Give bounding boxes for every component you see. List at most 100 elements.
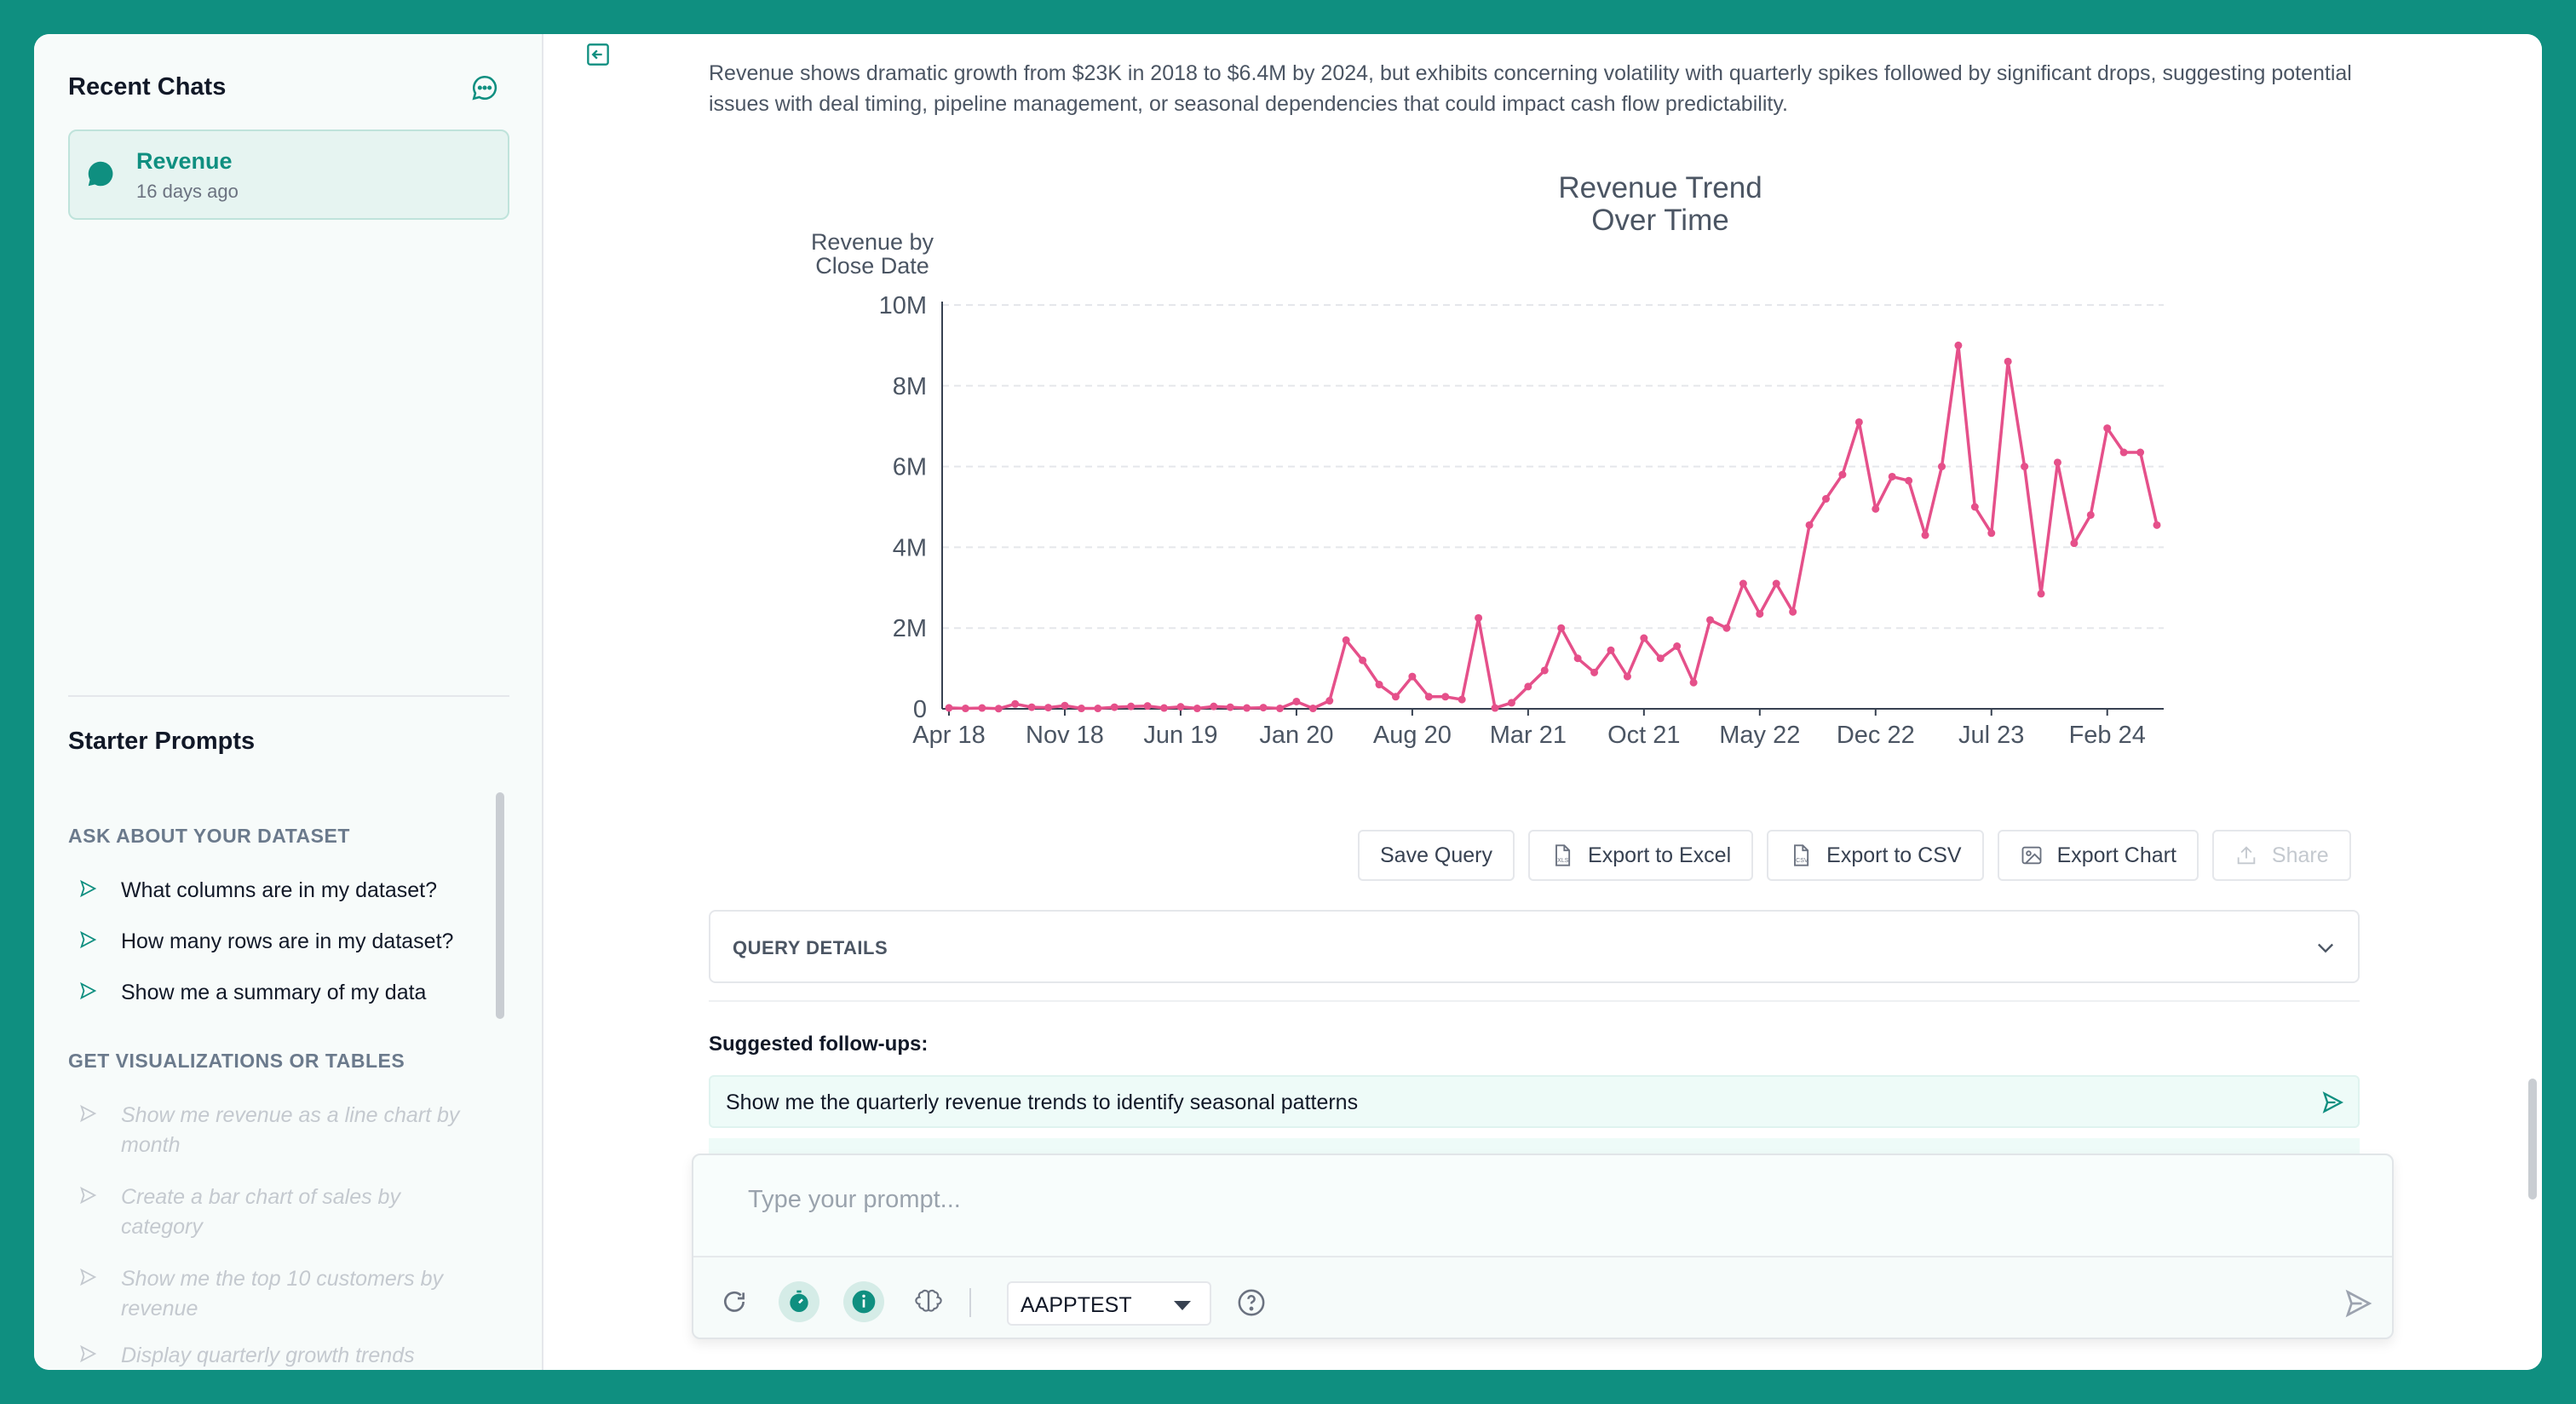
data-point — [1160, 704, 1169, 712]
data-point — [1872, 504, 1880, 513]
submit-send-icon[interactable] — [2343, 1288, 2373, 1319]
followups-title: Suggested follow-ups: — [709, 1033, 929, 1056]
new-chat-icon[interactable] — [470, 73, 499, 102]
analysis-summary: Revenue shows dramatic growth from $23K … — [709, 61, 2352, 116]
followup-label: Show me the quarterly revenue trends to … — [726, 1090, 1359, 1114]
export-chart-button[interactable]: Export Chart — [1997, 830, 2199, 881]
refresh-button[interactable] — [714, 1281, 755, 1322]
data-point — [1061, 701, 1069, 710]
chat-item-revenue[interactable]: Revenue 16 days ago — [68, 129, 509, 220]
info-button[interactable] — [843, 1281, 884, 1322]
starter-prompt-label: Display quarterly growth trends — [121, 1344, 415, 1367]
data-point — [1805, 521, 1814, 529]
data-point — [2053, 458, 2061, 467]
data-point — [1689, 678, 1698, 687]
y-tick-label: 8M — [893, 373, 927, 400]
chevron-down-icon — [2318, 943, 2333, 953]
data-point — [1573, 654, 1582, 663]
send-arrow-icon — [80, 1104, 97, 1123]
data-point — [961, 705, 969, 713]
data-point — [1954, 341, 1963, 349]
starter-prompts-title: Starter Prompts — [68, 728, 256, 755]
recent-chats-title: Recent Chats — [68, 73, 227, 101]
x-tick-label: May 22 — [1719, 722, 1800, 749]
timer-button[interactable] — [779, 1281, 819, 1322]
starter-prompt-item[interactable]: Show me revenue as a line chart by month — [78, 1101, 487, 1160]
starter-prompt-label: Show me revenue as a line chart by month — [121, 1103, 460, 1157]
data-point — [1176, 703, 1185, 711]
export-excel-button[interactable]: XLS Export to Excel — [1528, 830, 1754, 881]
data-point — [978, 704, 986, 712]
data-point — [1623, 672, 1631, 681]
data-point — [1491, 704, 1499, 712]
query-details-accordion[interactable]: QUERY DETAILS — [709, 910, 2360, 983]
data-point — [1359, 656, 1367, 665]
chat-time: 16 days ago — [136, 181, 239, 202]
data-point — [1739, 579, 1747, 588]
data-point — [2021, 463, 2029, 471]
y-axis-label: Close Date — [815, 253, 929, 279]
data-point — [1408, 672, 1417, 681]
help-icon[interactable] — [1237, 1288, 1266, 1317]
chat-name: Revenue — [136, 148, 233, 174]
data-point — [1193, 705, 1201, 713]
svg-text:CSV: CSV — [1796, 858, 1808, 864]
data-point — [1937, 463, 1946, 471]
data-point — [1011, 699, 1020, 708]
data-point — [2103, 424, 2112, 433]
data-point — [1722, 624, 1731, 632]
data-point — [1259, 704, 1268, 712]
send-arrow-icon — [80, 1344, 97, 1363]
data-point — [2136, 448, 2145, 457]
starter-prompt-item[interactable]: What columns are in my dataset? — [78, 876, 487, 906]
separator — [969, 1288, 971, 1317]
data-point — [1656, 654, 1665, 663]
main-scrollbar[interactable] — [2528, 1079, 2537, 1200]
data-point — [945, 704, 953, 712]
starter-prompt-item[interactable]: Show me a summary of my data — [78, 978, 487, 1008]
followup-item[interactable]: Show me the quarterly revenue trends to … — [709, 1075, 2360, 1128]
y-tick-label: 2M — [893, 615, 927, 642]
x-tick-label: Oct 21 — [1607, 722, 1680, 749]
sidebar-scrollbar[interactable] — [496, 792, 504, 1019]
starter-prompt-label: What columns are in my dataset? — [121, 878, 437, 902]
data-point — [1772, 579, 1780, 588]
data-point — [1557, 624, 1566, 632]
main-panel: Revenue shows dramatic growth from $23K … — [545, 34, 2542, 1370]
data-point — [1524, 682, 1532, 691]
starter-prompt-item[interactable]: How many rows are in my dataset? — [78, 927, 487, 957]
send-arrow-icon — [80, 930, 97, 949]
collapse-sidebar-icon[interactable] — [586, 43, 610, 66]
data-point — [1970, 503, 1979, 511]
starter-prompt-item[interactable]: Display quarterly growth trends — [78, 1341, 487, 1370]
share-label: Share — [2271, 843, 2329, 867]
sidebar: Recent Chats Revenue 16 days ago Starter… — [34, 34, 543, 1370]
starter-prompt-label: How many rows are in my dataset? — [121, 929, 454, 953]
prompt-input[interactable]: Type your prompt... — [693, 1155, 2392, 1257]
data-point — [1292, 697, 1301, 705]
csv-file-icon: CSV — [1794, 844, 1809, 866]
sidebar-divider — [68, 695, 509, 697]
data-point — [1094, 705, 1102, 713]
data-point — [1077, 705, 1085, 713]
brain-button[interactable] — [908, 1281, 949, 1322]
starter-prompt-item[interactable]: Create a bar chart of sales by category — [78, 1182, 487, 1242]
prompt-composer: Type your prompt... AAPPTEST — [692, 1154, 2394, 1339]
y-tick-label: 0 — [913, 696, 927, 723]
xls-file-icon: XLS — [1555, 844, 1571, 866]
brain-icon — [915, 1289, 942, 1312]
refresh-icon — [724, 1291, 745, 1312]
starter-prompt-item[interactable]: Show me the top 10 customers by revenue — [78, 1264, 487, 1324]
starter-prompt-label: Create a bar chart of sales by category — [121, 1185, 400, 1239]
data-point — [1127, 702, 1136, 711]
send-arrow-icon — [80, 879, 97, 898]
share-button[interactable]: Share — [2211, 830, 2351, 881]
model-select[interactable]: AAPPTEST — [1007, 1281, 1211, 1326]
data-point — [1706, 616, 1715, 624]
x-tick-label: Jan 20 — [1259, 722, 1333, 749]
export-csv-button[interactable]: CSV Export to CSV — [1767, 830, 1984, 881]
data-point — [1607, 646, 1615, 654]
x-tick-label: Feb 24 — [2069, 722, 2146, 749]
data-point — [1027, 703, 1036, 711]
save-query-button[interactable]: Save Query — [1358, 830, 1515, 881]
